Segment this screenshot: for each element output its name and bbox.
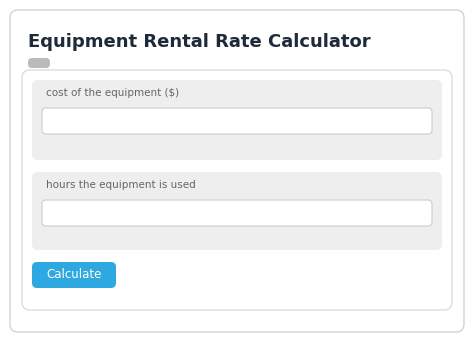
Text: Calculate: Calculate [46,268,102,281]
FancyBboxPatch shape [22,70,452,310]
FancyBboxPatch shape [42,108,432,134]
FancyBboxPatch shape [10,10,464,332]
FancyBboxPatch shape [32,262,116,288]
Text: hours the equipment is used: hours the equipment is used [46,180,196,190]
Text: Equipment Rental Rate Calculator: Equipment Rental Rate Calculator [28,33,371,51]
Text: cost of the equipment ($): cost of the equipment ($) [46,88,179,98]
FancyBboxPatch shape [32,172,442,250]
FancyBboxPatch shape [42,200,432,226]
FancyBboxPatch shape [28,58,50,68]
FancyBboxPatch shape [32,80,442,160]
